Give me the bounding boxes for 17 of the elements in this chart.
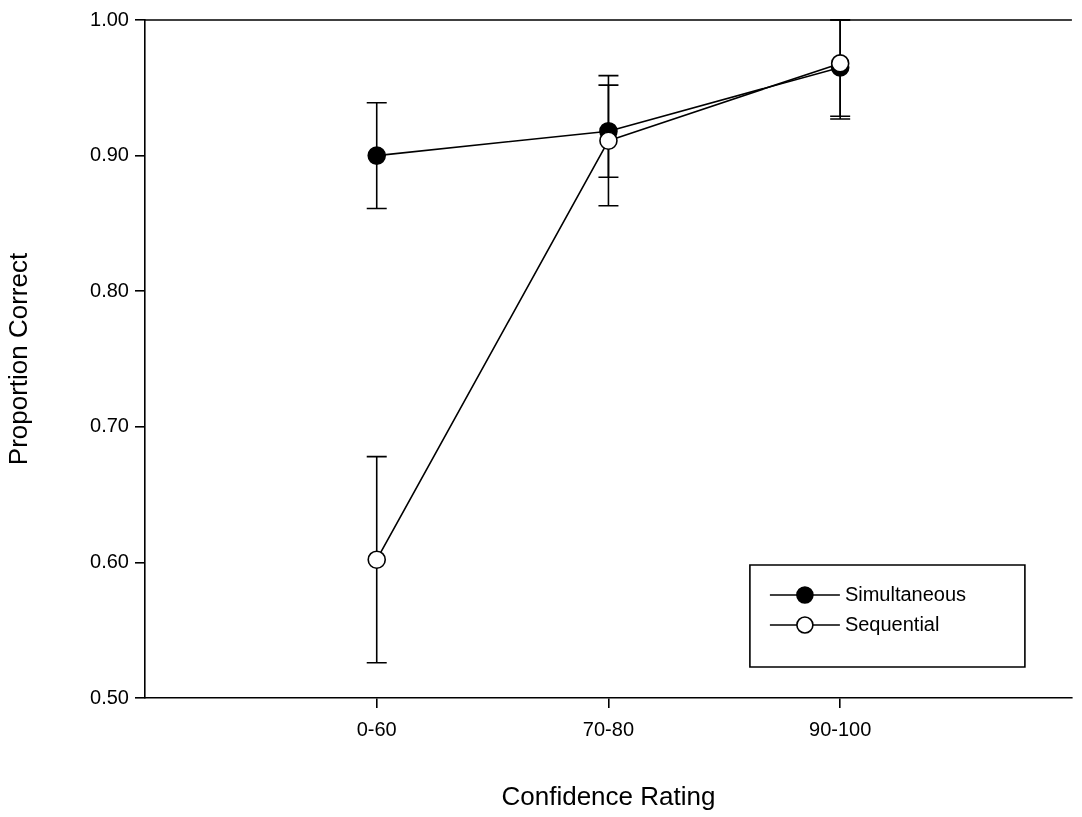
point (830, 54, 850, 73)
y-tick-label: 0.70 (90, 414, 129, 437)
legend-label: Sequential (844, 612, 940, 635)
y-tick-label: 0.80 (90, 278, 129, 301)
y-tick-label: 0.50 (90, 685, 129, 708)
x-tick-label: 0-60 (356, 717, 397, 740)
x-tick-label: 70-80 (582, 717, 635, 740)
y-tick-label: 0.90 (90, 143, 129, 166)
y-axis-title: Proportion Correct (2, 252, 33, 466)
x-axis-title: Confidence Rating (501, 780, 716, 811)
point (599, 131, 618, 150)
point (367, 146, 387, 165)
y-tick-label: 1.00 (90, 7, 129, 30)
legend-label: Simultaneous (844, 582, 967, 605)
x-tick-label: 90-100 (809, 717, 872, 740)
point (367, 550, 387, 569)
y-tick-label: 0.60 (90, 549, 129, 572)
